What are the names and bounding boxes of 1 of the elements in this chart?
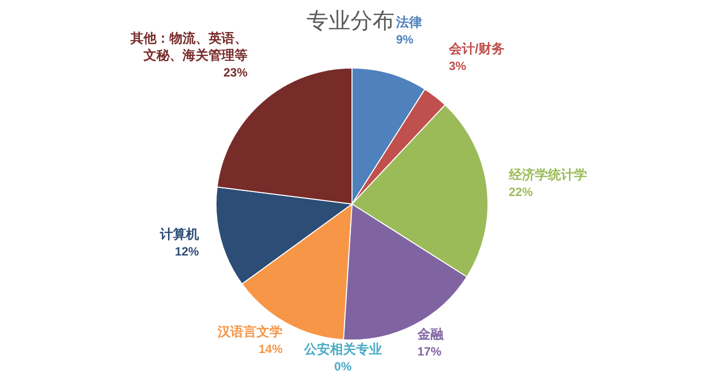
chart-title: 专业分布 [306,8,394,33]
